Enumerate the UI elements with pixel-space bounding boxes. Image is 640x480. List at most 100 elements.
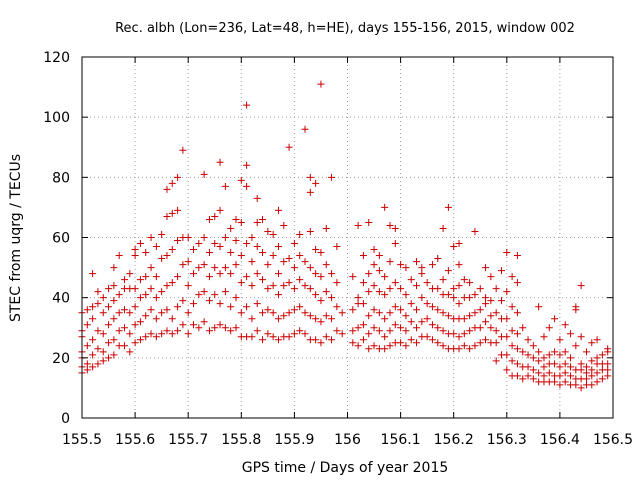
data-point	[205, 297, 213, 305]
data-point	[535, 348, 543, 356]
data-point	[83, 366, 91, 374]
data-point	[168, 209, 176, 217]
data-point	[444, 312, 452, 320]
data-point	[551, 315, 559, 323]
data-point	[407, 300, 415, 308]
data-point	[200, 234, 208, 241]
data-point	[375, 252, 383, 260]
data-point	[280, 312, 288, 320]
data-point	[428, 336, 436, 344]
x-tick-label: 156	[334, 432, 361, 448]
data-point	[413, 306, 421, 314]
data-point	[450, 285, 458, 293]
data-point	[524, 351, 532, 359]
data-point	[105, 285, 113, 293]
data-point	[163, 212, 171, 220]
data-point	[551, 378, 559, 386]
data-point	[466, 345, 474, 353]
data-point	[513, 309, 521, 317]
data-point	[370, 246, 378, 254]
data-point	[174, 327, 182, 335]
data-point	[158, 230, 166, 238]
data-point	[439, 327, 447, 335]
data-point	[434, 285, 442, 293]
data-point	[370, 306, 378, 314]
data-point	[567, 354, 575, 362]
data-point	[450, 294, 458, 302]
data-point	[391, 321, 399, 329]
y-tick-label: 20	[52, 351, 70, 367]
data-point	[556, 336, 564, 344]
data-point	[301, 258, 309, 266]
data-point	[322, 333, 330, 341]
data-point	[264, 330, 272, 338]
data-point	[195, 264, 203, 272]
data-point	[211, 212, 219, 220]
data-point	[290, 306, 298, 314]
data-point	[359, 279, 367, 287]
data-point	[418, 318, 426, 326]
data-point	[136, 240, 144, 248]
data-point	[455, 261, 463, 269]
data-point	[147, 330, 155, 338]
data-point	[413, 324, 421, 332]
data-point	[152, 315, 160, 323]
data-point	[439, 224, 447, 232]
data-point	[211, 324, 219, 332]
data-point	[508, 273, 516, 281]
data-point	[349, 273, 357, 281]
data-point	[205, 273, 213, 281]
data-point	[333, 327, 341, 335]
data-point	[540, 354, 548, 362]
data-point	[492, 357, 500, 365]
data-point	[232, 237, 240, 245]
data-point	[274, 243, 282, 251]
data-point	[593, 336, 601, 344]
data-point	[529, 366, 537, 374]
data-point	[131, 252, 139, 260]
data-point	[317, 339, 325, 347]
data-point	[221, 264, 229, 272]
data-point	[147, 285, 155, 293]
y-tick-label: 0	[61, 411, 70, 427]
data-point	[163, 252, 171, 260]
data-point	[221, 324, 229, 332]
data-point	[471, 227, 479, 235]
data-point	[508, 357, 516, 365]
data-point	[142, 273, 150, 281]
data-point	[556, 363, 564, 371]
data-point	[179, 146, 187, 154]
data-point	[556, 381, 564, 389]
data-point	[248, 258, 256, 266]
data-point	[604, 372, 612, 380]
data-point	[503, 351, 511, 359]
y-tick-label: 120	[43, 50, 70, 66]
data-point	[572, 342, 580, 350]
data-point	[126, 330, 134, 338]
x-tick-label: 156.3	[487, 432, 527, 448]
data-point	[317, 297, 325, 305]
data-point	[588, 366, 596, 374]
data-point	[158, 330, 166, 338]
data-point	[163, 282, 171, 290]
data-point	[290, 240, 298, 248]
data-point	[237, 176, 245, 184]
data-point	[312, 270, 320, 278]
data-point	[179, 297, 187, 305]
data-point	[110, 264, 118, 272]
data-point	[253, 300, 261, 308]
data-point	[407, 318, 415, 326]
data-point	[476, 339, 484, 347]
x-tick-label: 156.1	[381, 432, 421, 448]
data-point	[179, 261, 187, 269]
data-point	[120, 276, 128, 284]
data-point	[115, 252, 123, 260]
data-point	[328, 270, 336, 278]
data-point	[105, 339, 113, 347]
data-point	[365, 218, 373, 226]
data-point	[120, 306, 128, 314]
x-tick-label: 155.8	[221, 432, 261, 448]
data-point	[269, 333, 277, 341]
data-point	[89, 270, 97, 278]
